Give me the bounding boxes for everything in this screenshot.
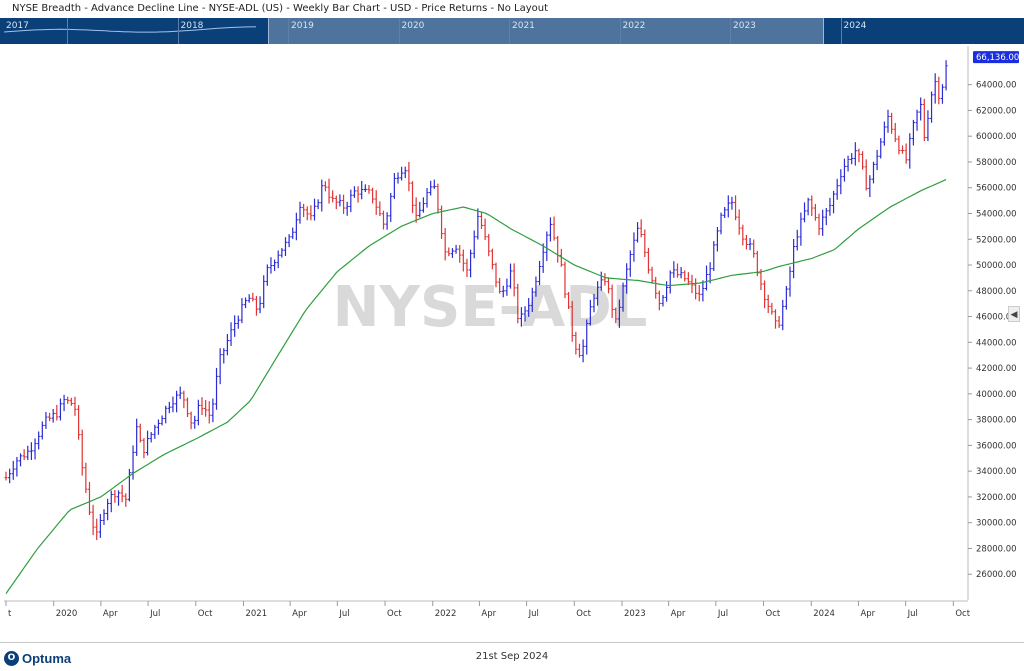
x-tick-label: 2022 (435, 609, 457, 619)
y-tick-label: 32000.00 (976, 493, 1017, 503)
navigator-year-label: 2017 (6, 21, 29, 31)
navigator-selection-window[interactable] (268, 18, 824, 44)
y-tick-label: 34000.00 (976, 467, 1017, 477)
last-price-label: 66,136.00 (976, 53, 1019, 63)
x-tick-label: Jul (717, 609, 728, 619)
y-axis: 26000.00 28000.00 30000.00 32000.00 34000.00… (968, 81, 1017, 580)
y-tick-label: 58000.00 (976, 158, 1017, 168)
y-tick-label: 52000.00 (976, 235, 1017, 245)
x-tick-label: Apr (481, 609, 496, 619)
price-bars (4, 60, 948, 541)
navigator-year-tick (398, 18, 400, 44)
x-tick-label: Jul (338, 609, 349, 619)
moving-average-line (5, 179, 947, 594)
x-tick-label: Oct (198, 609, 213, 619)
x-tick-label: 2021 (245, 609, 267, 619)
y-tick-label: 42000.00 (976, 364, 1017, 374)
x-tick-label: Apr (103, 609, 118, 619)
chart-title-bar: NYSE Breadth - Advance Decline Line - NY… (0, 0, 1024, 18)
navigator-line (3, 26, 257, 33)
y-tick-label: 54000.00 (976, 209, 1017, 219)
navigator-year-tick (619, 18, 621, 44)
last-price-box (973, 51, 1019, 64)
y-tick-label: 36000.00 (976, 441, 1017, 451)
y-tick-label: 40000.00 (976, 390, 1017, 400)
footer-bar: O Optuma 21st Sep 2024 (0, 642, 1024, 671)
x-tick-label: Jul (149, 609, 160, 619)
y-tick-label: 60000.00 (976, 132, 1017, 142)
optuma-logo-icon: O (4, 650, 19, 666)
optuma-logo-text: Optuma (22, 650, 72, 666)
x-tick-label: Jul (528, 609, 539, 619)
x-axis: t 2020 Apr Jul Oct 2021 Apr Jul Oct 2022 Apr Jul Oct… (5, 601, 971, 619)
x-tick-label: 2023 (624, 609, 646, 619)
chart-title: NYSE Breadth - Advance Decline Line - NY… (12, 3, 549, 14)
symbol-watermark: NYSE-ADL (333, 275, 648, 340)
navigator-year-label: 2024 (843, 21, 867, 31)
navigator-year-label: 2019 (291, 21, 314, 31)
collapse-panel-button[interactable]: ◀ (1008, 306, 1020, 322)
y-tick-label: 50000.00 (976, 261, 1017, 271)
x-tick-label: Jul (907, 609, 918, 619)
x-tick-label: Oct (766, 609, 781, 619)
navigator-year-tick (177, 18, 179, 44)
y-tick-label: 62000.00 (976, 106, 1017, 116)
last-price-marker: 66,136.00 (973, 51, 1019, 64)
y-tick-label: 38000.00 (976, 416, 1017, 426)
navigator-year-tick (67, 18, 68, 44)
x-tick-label: 2024 (813, 609, 835, 619)
navigator-year-label: 2021 (512, 21, 535, 31)
price-chart[interactable]: NYSE-ADL 26000.00 28000.00 30000.00 32000.0… (0, 44, 1024, 642)
footer-date: 21st Sep 2024 (475, 651, 549, 662)
optuma-logo: O Optuma (4, 648, 71, 668)
navigator-year-label: 2023 (733, 21, 756, 31)
timeline-navigator[interactable]: 2017 2018 2019 2020 2021 2022 2023 2024 (0, 18, 1024, 44)
x-tick-label: t (8, 609, 12, 619)
x-tick-label: Apr (292, 609, 307, 619)
x-tick-label: Oct (576, 609, 591, 619)
x-tick-label: Apr (671, 609, 686, 619)
navigator-mini-chart (3, 26, 257, 33)
navigator-year-tick (840, 18, 842, 44)
navigator-year-tick (730, 18, 731, 44)
navigator-year-label: 2020 (401, 21, 425, 31)
y-tick-label: 28000.00 (976, 544, 1017, 554)
y-tick-label: 46000.00 (976, 313, 1017, 323)
y-tick-label: 30000.00 (976, 519, 1017, 529)
x-tick-label: 2020 (56, 609, 78, 619)
y-tick-label: 48000.00 (976, 287, 1017, 297)
x-tick-label: Oct (387, 609, 402, 619)
x-tick-label: Apr (860, 609, 875, 619)
navigator-year-label: 2022 (622, 21, 646, 31)
navigator-year-tick (509, 18, 510, 44)
y-tick-label: 64000.00 (976, 81, 1017, 91)
y-tick-label: 26000.00 (976, 570, 1017, 580)
y-tick-label: 56000.00 (976, 184, 1017, 194)
x-tick-label: Oct (955, 609, 970, 619)
navigator-year-tick (288, 18, 289, 44)
y-tick-label: 44000.00 (976, 338, 1017, 348)
navigator-year-label: 2018 (180, 21, 204, 31)
